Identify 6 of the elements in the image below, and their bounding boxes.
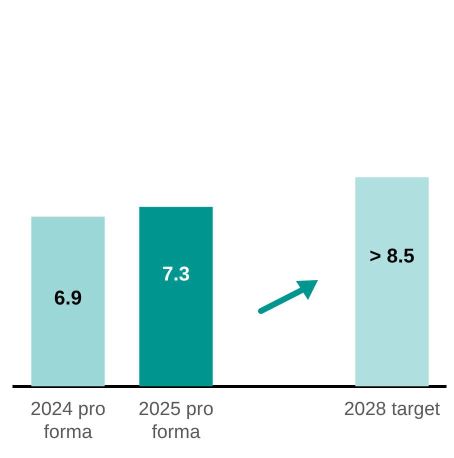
x-tick-label: 2024 pro forma xyxy=(30,399,106,443)
x-tick-label: 2025 pro forma xyxy=(138,399,214,443)
data-label: 6.9 xyxy=(54,288,82,310)
x-tick-label: 2028 target xyxy=(344,399,441,420)
data-label: 7.3 xyxy=(162,264,190,286)
data-label: > 8.5 xyxy=(369,245,415,268)
